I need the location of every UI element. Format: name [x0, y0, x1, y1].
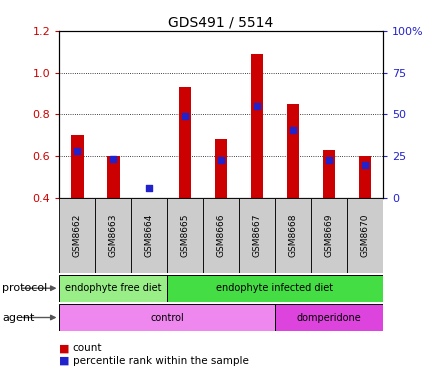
Point [146, 185, 153, 191]
Point [290, 127, 297, 133]
Text: ■: ■ [59, 355, 70, 366]
Point [326, 157, 333, 163]
Text: domperidone: domperidone [297, 313, 361, 322]
Bar [359, 156, 371, 198]
Text: GSM8662: GSM8662 [73, 213, 82, 257]
Bar [131, 198, 167, 273]
Bar [179, 87, 191, 198]
Text: GSM8663: GSM8663 [109, 213, 118, 257]
Text: ■: ■ [59, 343, 70, 354]
Point [110, 156, 117, 162]
Point [182, 113, 189, 119]
Bar [275, 304, 383, 331]
Point [218, 157, 225, 163]
Bar [59, 274, 167, 302]
Bar [239, 198, 275, 273]
Text: GSM8669: GSM8669 [324, 213, 334, 257]
Bar [95, 198, 131, 273]
Text: GSM8666: GSM8666 [216, 213, 226, 257]
Bar [347, 198, 383, 273]
Bar [167, 274, 383, 302]
Bar [287, 104, 299, 198]
Text: protocol: protocol [2, 283, 48, 293]
Bar [215, 139, 227, 198]
Text: control: control [150, 313, 184, 322]
Bar [251, 54, 263, 198]
Bar [275, 198, 311, 273]
Point [253, 103, 260, 109]
Bar [311, 198, 347, 273]
Bar [107, 156, 120, 198]
Bar [323, 150, 335, 198]
Bar [167, 198, 203, 273]
Text: endophyte infected diet: endophyte infected diet [216, 283, 334, 293]
Text: endophyte free diet: endophyte free diet [65, 283, 161, 293]
Text: GSM8667: GSM8667 [253, 213, 261, 257]
Text: GSM8665: GSM8665 [181, 213, 190, 257]
Point [74, 148, 81, 154]
Text: agent: agent [2, 313, 35, 322]
Bar [71, 135, 84, 198]
Text: GSM8670: GSM8670 [360, 213, 369, 257]
Bar [59, 304, 275, 331]
Text: GSM8668: GSM8668 [289, 213, 297, 257]
Bar [59, 198, 95, 273]
Text: GSM8664: GSM8664 [145, 213, 154, 257]
Bar [203, 198, 239, 273]
Point [361, 163, 368, 168]
Title: GDS491 / 5514: GDS491 / 5514 [169, 16, 274, 30]
Text: percentile rank within the sample: percentile rank within the sample [73, 355, 249, 366]
Text: count: count [73, 343, 102, 354]
